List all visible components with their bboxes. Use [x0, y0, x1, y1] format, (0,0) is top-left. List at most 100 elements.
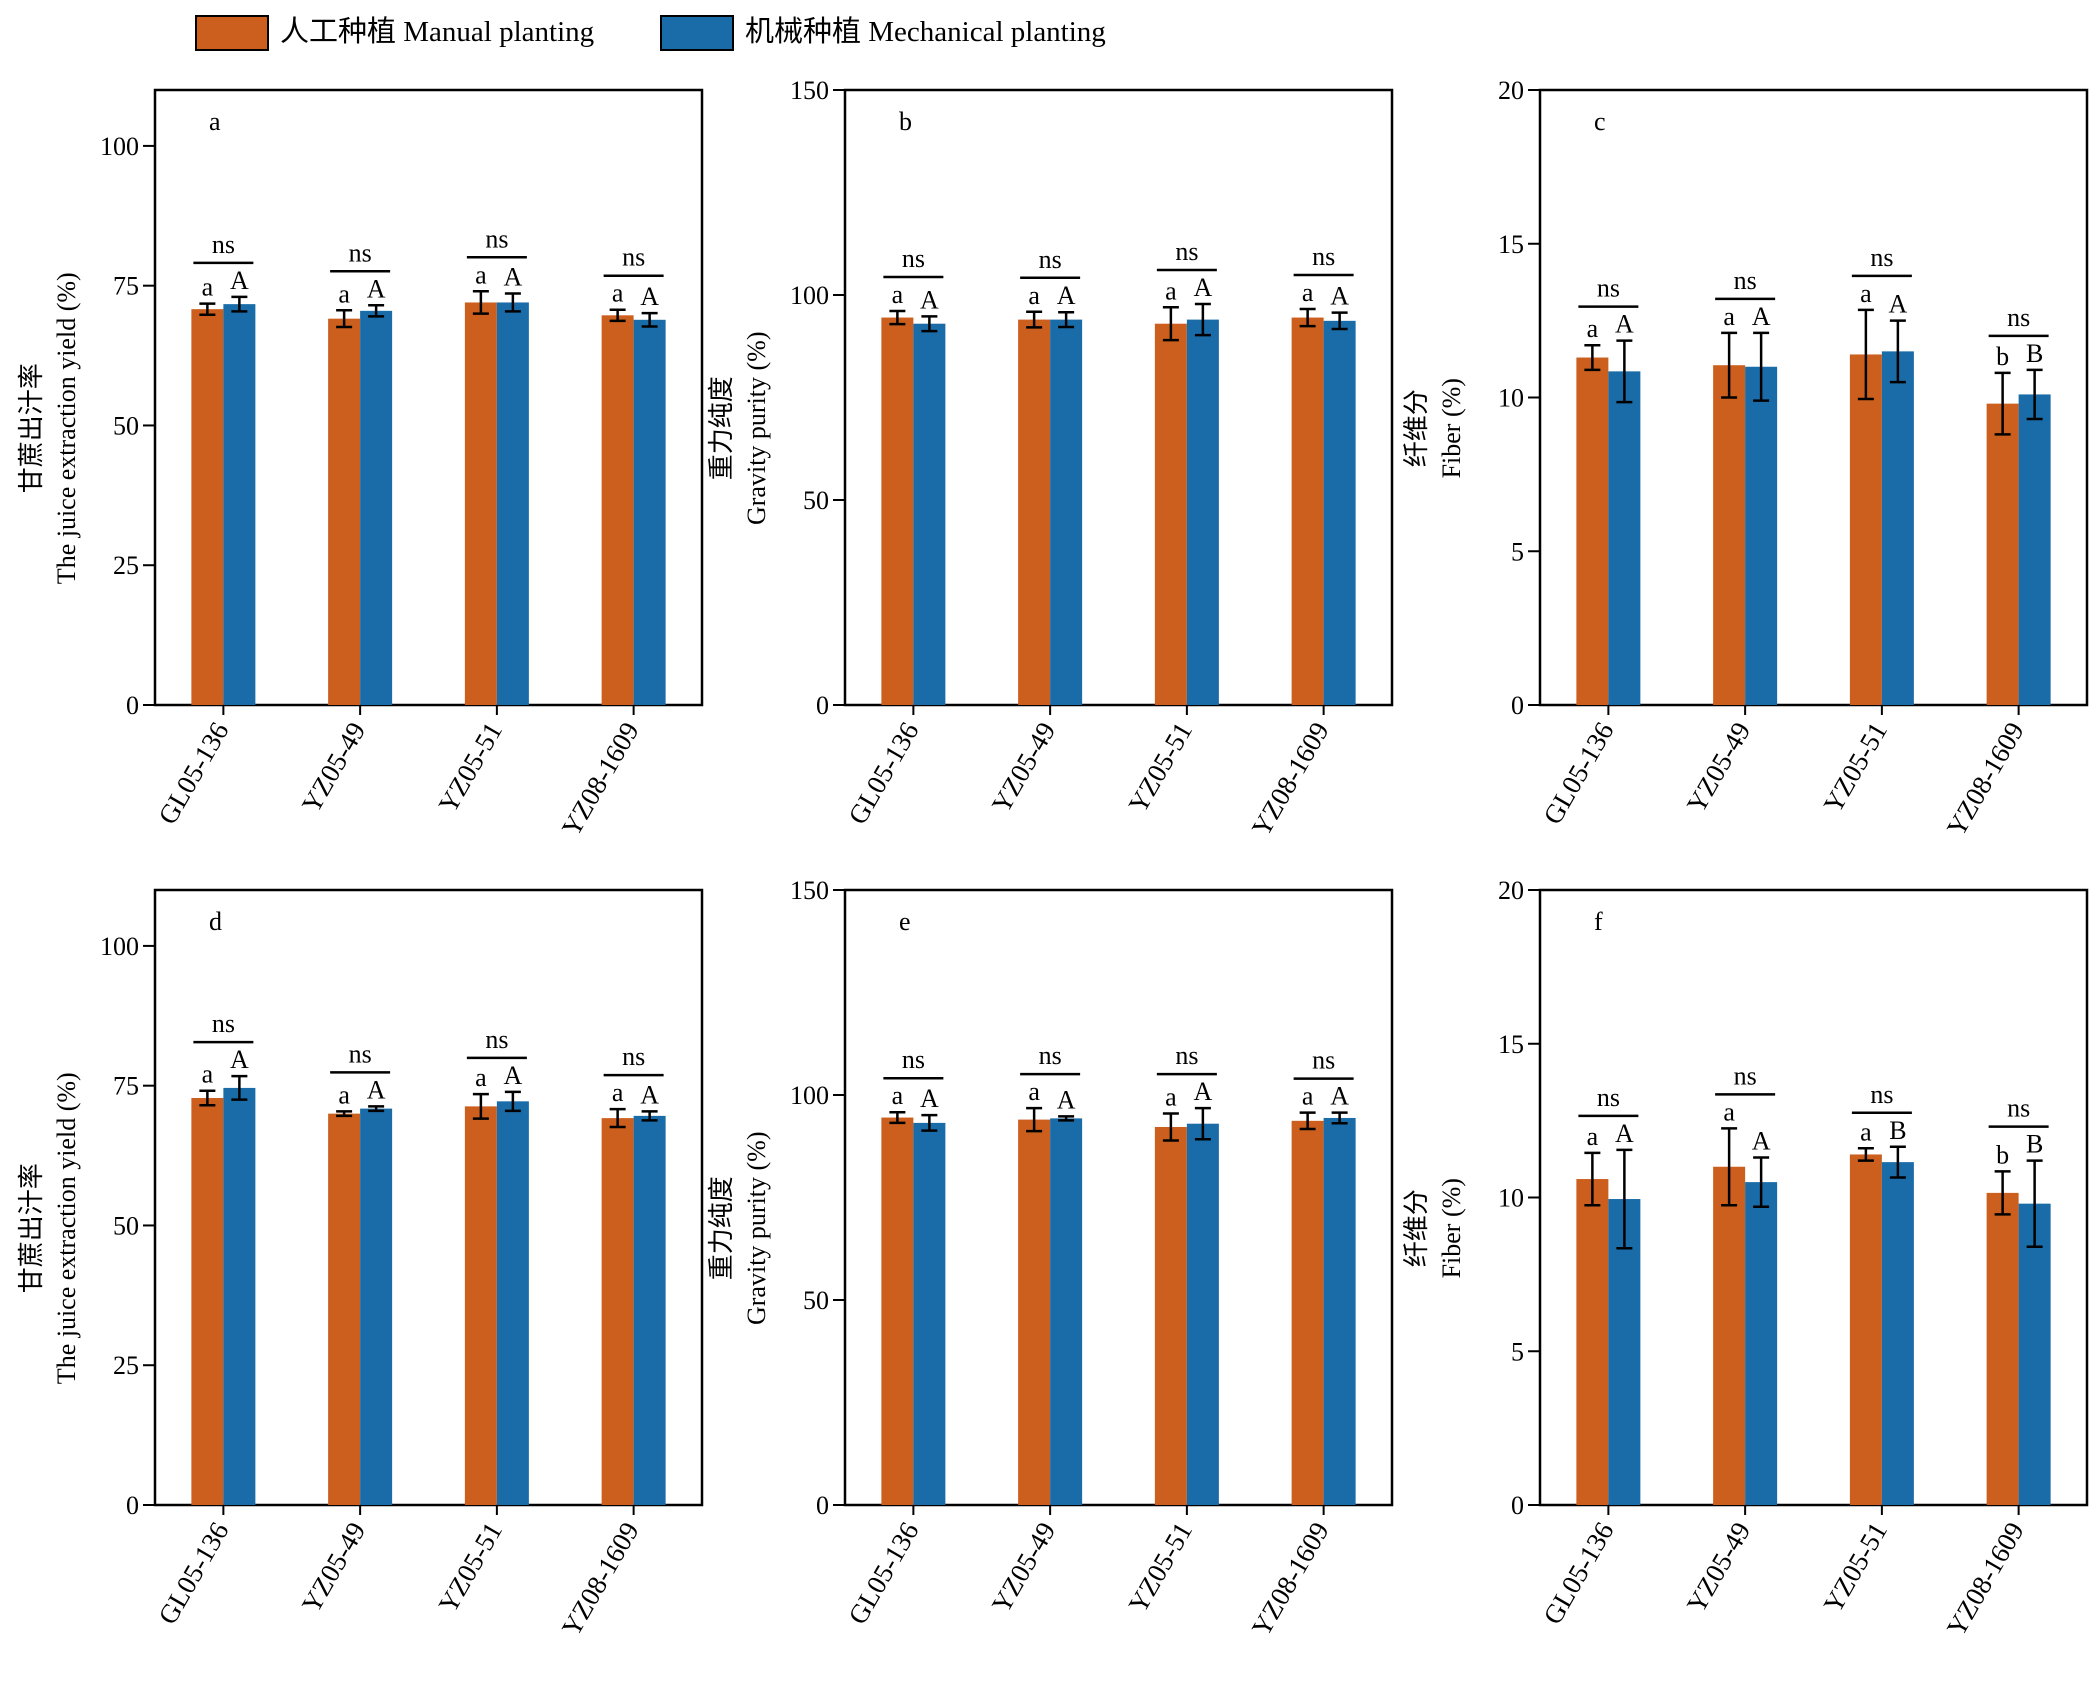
y-axis-title: 纤维分 Fiber (%): [1402, 378, 1466, 478]
letter-mechanical: A: [1057, 281, 1076, 310]
y-tick-label: 100: [100, 932, 139, 961]
bar-manual: [1986, 1192, 2019, 1505]
significance-label: ns: [349, 238, 372, 267]
y-axis-title: 甘蔗出汁率 The juice extraction yield (%): [17, 272, 81, 584]
x-tick-label: YZ05-49: [296, 717, 371, 818]
letter-mechanical: A: [1330, 1082, 1349, 1111]
significance-label: ns: [485, 1025, 508, 1054]
letter-manual: a: [1028, 281, 1040, 310]
y-tick-label: 50: [113, 411, 139, 440]
letter-mechanical: A: [367, 1075, 386, 1104]
bar-mechanical: [360, 310, 393, 705]
y-axis-title-en: The juice extraction yield (%): [52, 1072, 81, 1384]
y-tick-label: 50: [803, 1286, 829, 1315]
y-axis-title-cn: 重力纯度: [707, 376, 736, 480]
bar-manual: [881, 1117, 914, 1505]
letter-mechanical: A: [920, 1084, 939, 1113]
y-axis-title-en: Gravity purity (%): [742, 331, 771, 525]
bar-manual: [1849, 1154, 1882, 1505]
letter-mechanical: A: [1193, 1077, 1212, 1106]
letter-manual: a: [1165, 1082, 1177, 1111]
y-axis-title-en: Fiber (%): [1437, 1178, 1466, 1278]
panel-letter: c: [1594, 107, 1606, 136]
letter-mechanical: A: [1752, 302, 1771, 331]
x-tick-label: YZ08-1609: [1941, 717, 2030, 841]
y-tick-label: 100: [790, 281, 829, 310]
significance-label: ns: [1870, 1080, 1893, 1109]
x-tick-label: YZ08-1609: [556, 1517, 645, 1641]
bar-manual: [1986, 403, 2019, 705]
significance-label: ns: [1039, 1041, 1062, 1070]
bar-manual: [1154, 1126, 1187, 1505]
panel-letter: b: [899, 107, 912, 136]
panel-letter: e: [899, 907, 911, 936]
letter-manual: a: [475, 1063, 487, 1092]
letter-manual: a: [475, 260, 487, 289]
bar-manual: [1154, 323, 1187, 705]
significance-label: ns: [1734, 1061, 1757, 1090]
letter-manual: a: [1723, 302, 1735, 331]
x-tick-label: GL05-136: [1537, 717, 1619, 829]
letter-mechanical: A: [367, 274, 386, 303]
plot-frame: [153, 888, 704, 1507]
x-tick-label: YZ05-51: [1818, 717, 1893, 818]
bar-manual: [1713, 1166, 1746, 1505]
letter-manual: a: [892, 1081, 904, 1110]
y-tick-label: 100: [790, 1081, 829, 1110]
significance-label: ns: [1039, 245, 1062, 274]
letter-mechanical: A: [640, 1080, 659, 1109]
bar-mechanical: [1050, 1118, 1083, 1505]
letter-mechanical: A: [503, 1061, 522, 1090]
bar-mechanical: [1608, 371, 1641, 705]
bar-mechanical: [1881, 1162, 1914, 1505]
y-tick-label: 5: [1511, 537, 1524, 566]
panel-letter: d: [209, 907, 222, 936]
bar-manual: [191, 1097, 224, 1505]
y-tick-label: 75: [113, 272, 139, 301]
y-tick-label: 10: [1498, 384, 1524, 413]
letter-manual: a: [612, 279, 624, 308]
bar-manual: [1849, 354, 1882, 705]
plot-frame: [153, 88, 704, 707]
x-tick-label: YZ08-1609: [556, 717, 645, 841]
bar-mechanical: [496, 302, 529, 705]
significance-label: ns: [1175, 237, 1198, 266]
bar-mechanical: [1881, 351, 1914, 705]
letter-manual: a: [1302, 1082, 1314, 1111]
y-axis-title-cn: 甘蔗出汁率: [17, 363, 46, 493]
legend-label-manual: 人工种植 Manual planting: [280, 16, 595, 48]
letter-mechanical: A: [1615, 1119, 1634, 1148]
bar-mechanical: [913, 1122, 946, 1505]
bar-mechanical: [1186, 319, 1219, 705]
significance-label: ns: [622, 1042, 645, 1071]
plot-frame: [843, 888, 1394, 1507]
significance-label: ns: [1870, 243, 1893, 272]
y-axis-title-en: The juice extraction yield (%): [52, 272, 81, 584]
bar-mechanical: [1745, 1182, 1778, 1505]
significance-label: ns: [1597, 1083, 1620, 1112]
y-axis-title: 重力纯度 Gravity purity (%): [707, 331, 771, 525]
y-tick-label: 10: [1498, 1184, 1524, 1213]
y-axis-title-en: Gravity purity (%): [742, 1131, 771, 1325]
y-tick-label: 25: [113, 1351, 139, 1380]
x-tick-label: GL05-136: [152, 717, 234, 829]
significance-label: ns: [622, 243, 645, 272]
x-tick-label: YZ05-49: [296, 1517, 371, 1618]
bar-manual: [464, 302, 497, 705]
bar-mechanical: [2018, 394, 2051, 705]
letter-mechanical: A: [1057, 1085, 1076, 1114]
letter-manual: a: [1587, 314, 1599, 343]
x-tick-label: YZ05-51: [1123, 1517, 1198, 1618]
bar-mechanical: [1745, 366, 1778, 705]
bar-mechanical: [1186, 1123, 1219, 1505]
x-tick-label: YZ05-51: [433, 1517, 508, 1618]
significance-label: ns: [2007, 303, 2030, 332]
y-tick-label: 150: [790, 76, 829, 105]
x-tick-label: YZ05-49: [1681, 1517, 1756, 1618]
chart-panel-d: 0 25 50 75 100 d 甘蔗出汁率 The juice extraction yie…: [17, 888, 704, 1641]
y-axis-title-cn: 纤维分: [1402, 389, 1431, 467]
x-tick-label: YZ08-1609: [1941, 1517, 2030, 1641]
